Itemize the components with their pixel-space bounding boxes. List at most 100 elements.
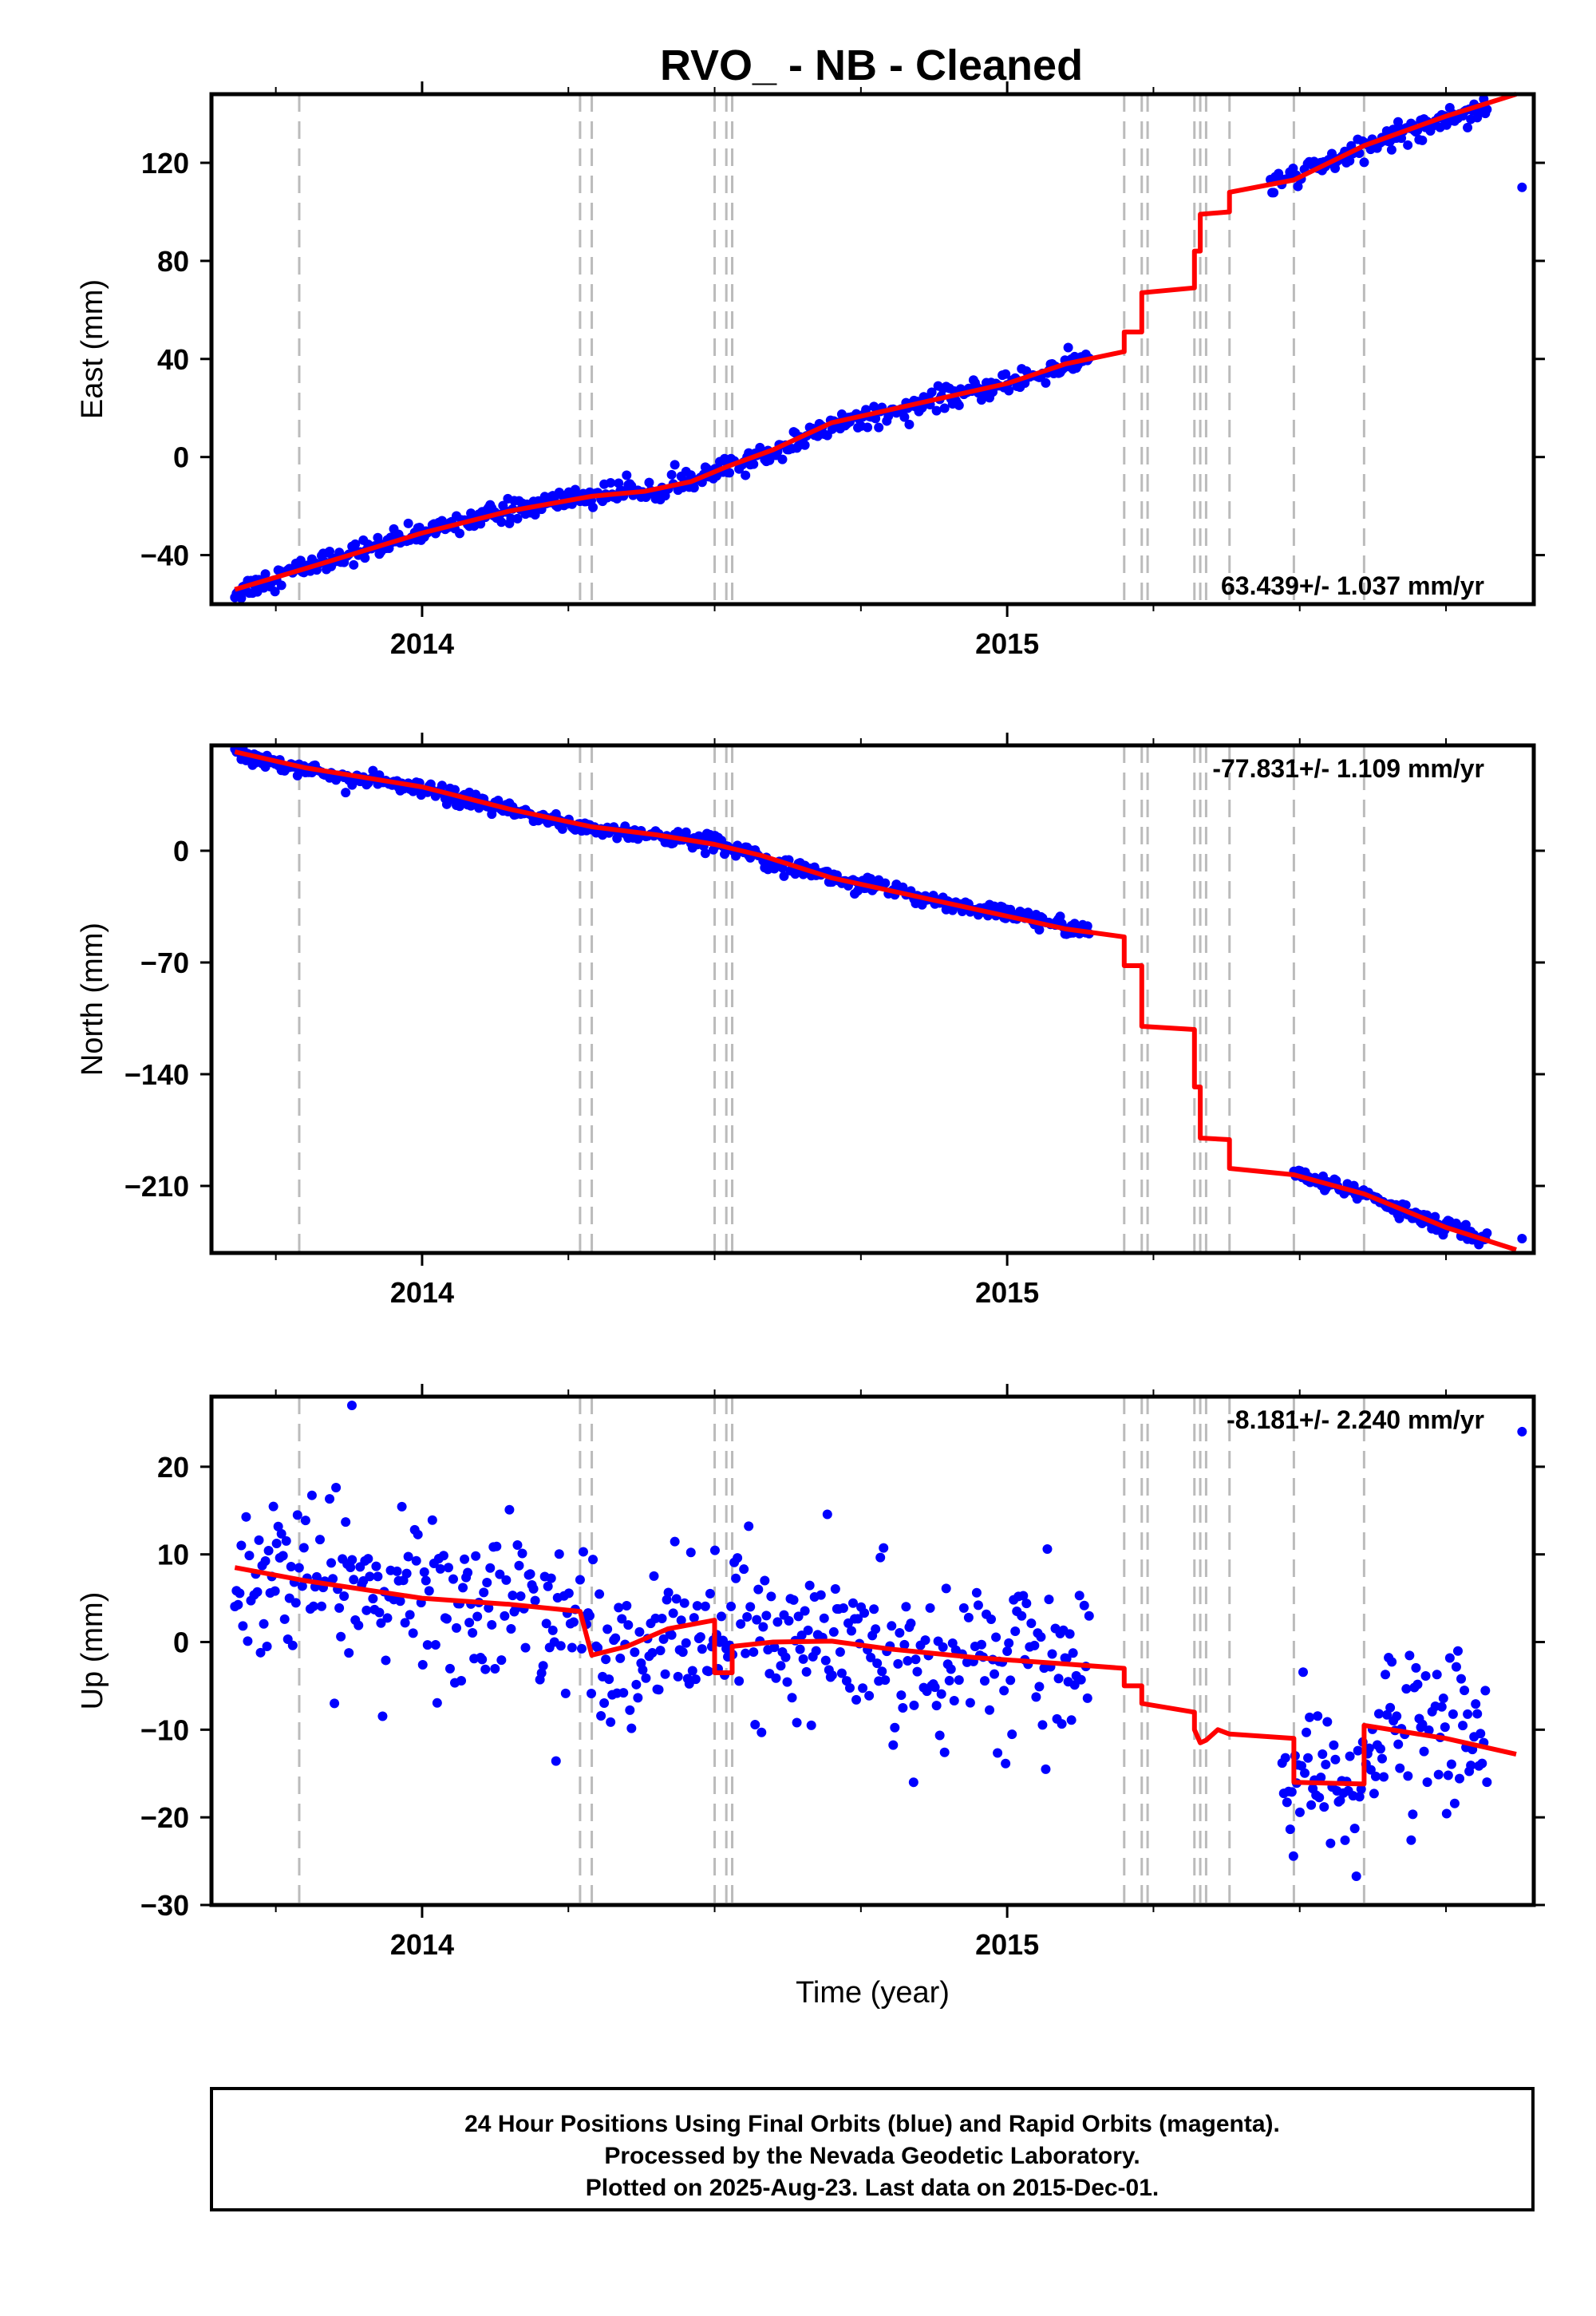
y-tick-label: 40: [157, 343, 189, 376]
data-point: [1001, 369, 1011, 379]
y-tick-label: 120: [141, 147, 189, 180]
data-point: [1061, 1654, 1072, 1664]
data-point: [1286, 1787, 1297, 1797]
data-point: [1406, 1835, 1416, 1845]
data-point: [671, 1594, 681, 1604]
data-point: [413, 1529, 423, 1539]
data-point: [1321, 1760, 1331, 1770]
data-point: [853, 1614, 863, 1624]
data-point: [1053, 1674, 1064, 1684]
data-point: [717, 1611, 727, 1622]
data-point: [482, 1577, 492, 1587]
data-point: [787, 1693, 797, 1703]
data-point: [673, 827, 683, 837]
data-point: [516, 1591, 526, 1602]
data-point: [361, 1605, 372, 1615]
data-point: [252, 1587, 263, 1597]
y-tick-label: −10: [140, 1713, 189, 1746]
data-point: [273, 1521, 283, 1531]
data-point: [761, 1611, 772, 1621]
data-point: [1303, 1753, 1314, 1763]
data-point: [330, 1698, 340, 1709]
data-point: [452, 1622, 462, 1633]
data-point: [400, 1618, 410, 1628]
data-point: [422, 1640, 433, 1650]
data-point: [1471, 1699, 1481, 1709]
data-point: [687, 1666, 697, 1676]
data-point: [678, 1647, 688, 1658]
data-point: [939, 403, 950, 413]
data-point: [1004, 385, 1014, 396]
data-point: [392, 1566, 402, 1576]
data-point: [368, 1594, 378, 1604]
data-point: [1036, 1632, 1046, 1642]
data-point: [570, 484, 580, 495]
data-point: [601, 1654, 611, 1665]
data-point: [666, 1630, 677, 1640]
data-point: [496, 1655, 507, 1666]
data-point: [816, 1590, 826, 1600]
data-point: [1404, 1650, 1415, 1661]
data-point: [437, 781, 447, 791]
data-point: [793, 1611, 804, 1622]
data-point: [262, 1641, 272, 1651]
data-point: [1440, 1722, 1450, 1733]
data-point: [1480, 1686, 1491, 1696]
data-point: [979, 1676, 990, 1686]
x-tick-label: 2015: [975, 627, 1039, 660]
data-point: [1446, 1759, 1456, 1769]
data-point: [760, 1575, 770, 1586]
data-point: [349, 559, 359, 570]
data-point: [1432, 1670, 1442, 1680]
data-point: [1329, 1740, 1339, 1750]
data-point: [896, 1690, 907, 1701]
data-point: [941, 1583, 951, 1594]
data-point: [1382, 1709, 1393, 1720]
data-point: [504, 1504, 515, 1515]
x-axis-label: Time (year): [796, 1976, 950, 2010]
data-point: [874, 422, 884, 433]
data-point: [893, 1658, 903, 1669]
data-point: [934, 1730, 945, 1741]
data-point: [606, 1717, 616, 1727]
data-point: [670, 1536, 680, 1547]
data-point: [1443, 1770, 1453, 1780]
data-point: [1288, 1851, 1298, 1861]
data-point: [449, 785, 460, 795]
data-point: [595, 1589, 605, 1599]
data-point: [1351, 1871, 1361, 1882]
data-point: [679, 1598, 689, 1608]
data-point: [326, 1558, 337, 1568]
data-point: [779, 871, 789, 881]
data-point: [836, 1668, 847, 1678]
data-point: [622, 1601, 632, 1611]
data-point: [623, 1620, 634, 1630]
data-point: [373, 532, 383, 543]
data-point: [411, 1555, 421, 1566]
data-point: [925, 1603, 935, 1613]
data-point: [255, 1647, 266, 1658]
data-point: [965, 1697, 975, 1708]
data-point: [615, 1653, 626, 1663]
data-point: [769, 1642, 780, 1653]
footer-line-1: 24 Hour Positions Using Final Orbits (bl…: [464, 2111, 1280, 2137]
data-point: [654, 1685, 664, 1695]
data-point: [1424, 1725, 1434, 1735]
data-point: [1340, 1835, 1350, 1845]
data-point: [795, 1644, 805, 1654]
up-panel: 20 10 0 −10 −20 −30 2014 2015 Up (mm) Time (year)…: [76, 1384, 1545, 2010]
data-point: [512, 513, 523, 524]
data-point: [1041, 1764, 1051, 1774]
data-point: [784, 1615, 794, 1626]
outlier-point: [1517, 182, 1527, 192]
data-point: [517, 1548, 527, 1559]
data-point: [341, 1517, 351, 1528]
data-point: [1354, 1792, 1365, 1802]
data-point: [1364, 1743, 1374, 1753]
data-point: [347, 1555, 358, 1565]
data-point: [381, 1655, 391, 1666]
data-point: [904, 419, 915, 429]
data-point: [1004, 1638, 1014, 1648]
outlier-point: [908, 1777, 918, 1788]
